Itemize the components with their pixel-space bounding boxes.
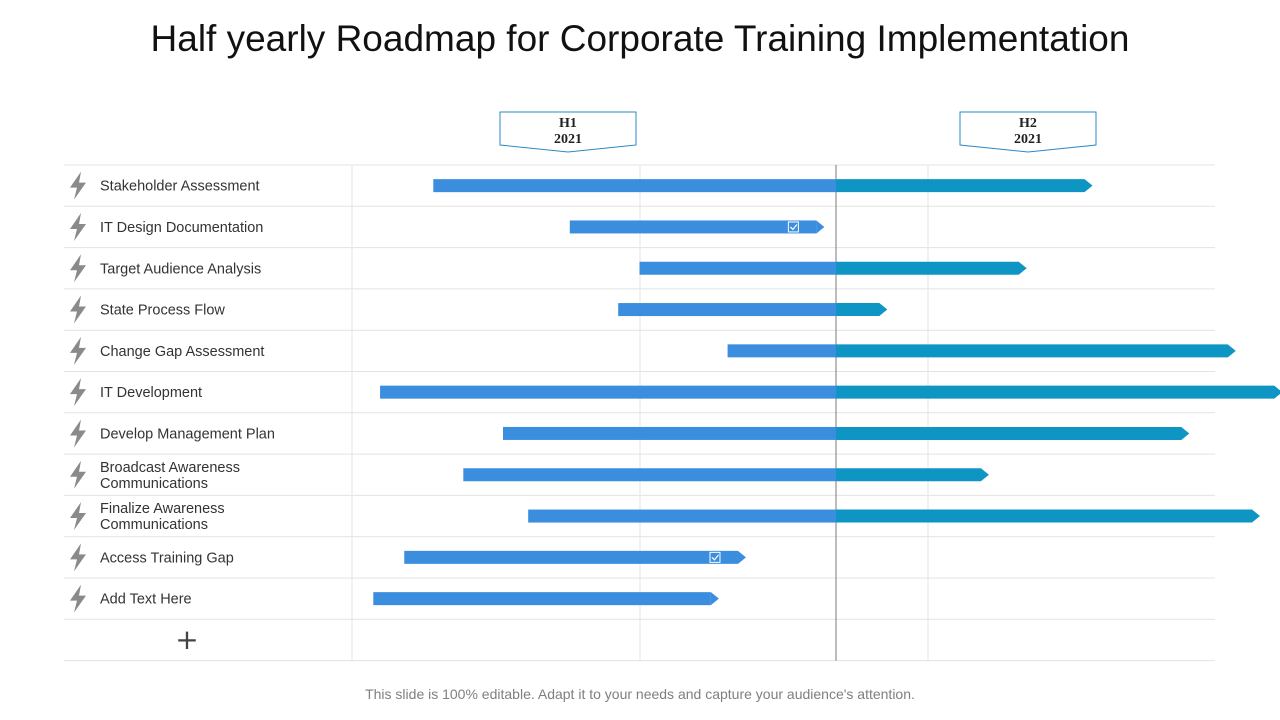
- task-bar-h2: [836, 261, 1027, 275]
- task-bar-h1: [503, 426, 836, 440]
- task-label: Communications: [100, 476, 208, 492]
- task-bar-h2: [836, 426, 1190, 440]
- task-bar-h2: [836, 344, 1236, 358]
- task-bar-h2: [836, 468, 989, 482]
- lightning-icon: [70, 295, 86, 324]
- task-label: Access Training Gap: [100, 550, 234, 566]
- lightning-icon: [70, 378, 86, 407]
- task-bar-h1: [380, 385, 836, 399]
- period-callout-h1: [499, 111, 637, 153]
- task-bars: [373, 179, 1280, 606]
- footer-note: This slide is 100% editable. Adapt it to…: [0, 686, 1280, 702]
- footer-text: This slide is 100% editable. Adapt it to…: [365, 686, 915, 702]
- lightning-icon: [70, 171, 86, 200]
- checkbox-icon: [709, 551, 721, 563]
- task-bar-h2: [836, 385, 1280, 399]
- period-label: H1: [559, 116, 577, 131]
- task-label: Stakeholder Assessment: [100, 179, 260, 195]
- task-bar-h1: [639, 261, 836, 275]
- task-bar-h1: [373, 592, 711, 606]
- period-callout-h2: [959, 111, 1097, 153]
- task-bar-h2: [836, 179, 1093, 193]
- task-label: Change Gap Assessment: [100, 344, 264, 360]
- checkmark-icon: [789, 224, 798, 231]
- task-bar-h1: [528, 509, 836, 523]
- task-label: State Process Flow: [100, 303, 225, 319]
- task-bar-h1: [569, 220, 817, 234]
- lightning-icon: [70, 419, 86, 448]
- checkbox-icon: [787, 221, 799, 233]
- lightning-icon: [70, 336, 86, 365]
- period-year: 2021: [554, 132, 582, 147]
- lightning-icon: [70, 460, 86, 489]
- task-label: Target Audience Analysis: [100, 261, 261, 277]
- lightning-icon: [70, 543, 86, 572]
- task-bar-end: [710, 592, 719, 606]
- page-title: Half yearly Roadmap for Corporate Traini…: [150, 18, 1130, 59]
- task-bar-h1: [463, 468, 836, 482]
- task-label: Broadcast Awareness: [100, 460, 240, 476]
- checkmark-icon: [711, 554, 719, 561]
- task-bar-end: [737, 550, 746, 564]
- lightning-icon: [70, 212, 86, 241]
- lightning-icon: [70, 502, 86, 531]
- lightning-icon: [70, 584, 86, 613]
- task-label: Add Text Here: [100, 592, 192, 608]
- task-bar-h1: [404, 550, 738, 564]
- task-bar-h1: [727, 344, 836, 358]
- task-bar-h1: [618, 303, 836, 317]
- task-label: Develop Management Plan: [100, 426, 275, 442]
- period-year: 2021: [1014, 132, 1042, 147]
- task-bar-h2: [836, 303, 888, 317]
- add-row-plus-icon: +: [175, 623, 198, 656]
- task-bar-h2: [836, 509, 1260, 523]
- lightning-icon: [70, 254, 86, 283]
- gantt-grid: [64, 164, 1215, 662]
- task-label: IT Development: [100, 385, 202, 401]
- task-bar-h1: [433, 179, 836, 193]
- task-label: Communications: [100, 517, 208, 533]
- period-label: H2: [1019, 116, 1037, 131]
- task-bar-end: [816, 220, 825, 234]
- task-labels: Stakeholder Assessment IT Design Document…: [70, 171, 275, 656]
- task-label: Finalize Awareness: [100, 501, 225, 517]
- task-label: IT Design Documentation: [100, 220, 263, 236]
